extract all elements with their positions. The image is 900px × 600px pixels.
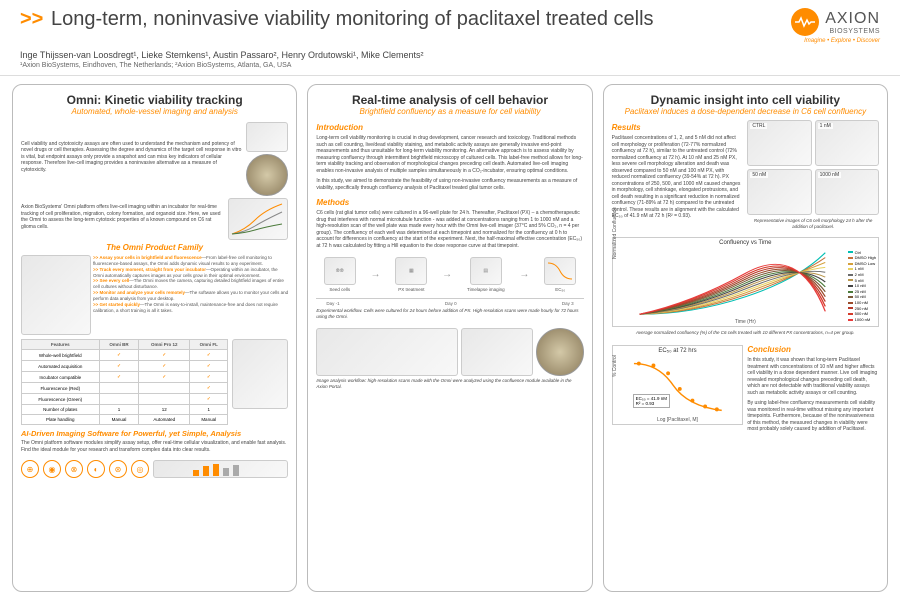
wf-label: Timelapse imaging — [467, 287, 505, 292]
wf-label: Seed cells — [329, 287, 350, 292]
cell-1000nm: 1000 nM — [815, 169, 879, 215]
col3-sub: Paclitaxel induces a dose-dependent decr… — [612, 107, 879, 116]
module-icon: ◉ — [43, 460, 61, 478]
seed-img: ⦾⦾ — [324, 257, 356, 285]
logo-sub: BIOSYSTEMS — [825, 28, 880, 35]
module-icon: ◎ — [131, 460, 149, 478]
tl-label: Day 3 — [562, 301, 574, 306]
intro1: Long-term cell viability monitoring is c… — [316, 135, 583, 174]
col1-p1: Cell viability and cytotoxicity assays a… — [21, 141, 242, 174]
arrow-icon: → — [371, 269, 381, 280]
ec50-img — [544, 257, 576, 285]
module-icon: ⊗ — [65, 460, 83, 478]
col1-title: Omni: Kinetic viability tracking — [21, 93, 288, 107]
concl-h: Conclusion — [747, 345, 879, 354]
affiliations: ¹Axion BioSystems, Eindhoven, The Nether… — [20, 62, 880, 69]
bar-chart-img — [153, 460, 288, 478]
col-realtime: Real-time analysis of cell behavior Brig… — [307, 84, 592, 592]
col1-sub: Automated, whole-vessel imaging and anal… — [21, 107, 288, 116]
treat-img: ▦ — [395, 257, 427, 285]
concl2: By using label-free confluency measureme… — [747, 400, 879, 433]
logo-icon — [791, 8, 819, 36]
arrow-icon: → — [442, 269, 452, 280]
col3-title: Dynamic insight into cell viability — [612, 93, 879, 107]
methods-h: Methods — [316, 198, 583, 207]
results-text: Paclitaxel concentrations of 1, 2, and 5… — [612, 135, 744, 220]
well-zoom-img — [246, 154, 288, 196]
arrow-icon: → — [519, 269, 529, 280]
methods: C6 cells (rat glial tumor cells) were cu… — [316, 210, 583, 249]
features-list: >> Assay your cells in brightfield and f… — [93, 255, 288, 335]
poster: >> Long-term, noninvasive viability moni… — [0, 0, 900, 600]
results-h: Results — [612, 123, 744, 132]
r2-value: R² = 0.93 — [636, 401, 667, 406]
header: >> Long-term, noninvasive viability moni… — [0, 0, 900, 76]
logo-tagline: Imagine • Explore • Discover — [750, 38, 880, 44]
confluency-chart: Confluency vs Time Normalized Confluence… — [612, 237, 879, 327]
authors: Inge Thijssen-van Loosdregt¹, Lieke Stem… — [20, 50, 880, 60]
intro2: In this study, we aimed to demonstrate t… — [316, 178, 583, 191]
logo: AXION BIOSYSTEMS Imagine • Explore • Dis… — [750, 8, 880, 44]
chevron-icon: >> — [20, 8, 43, 30]
morphology-grid: CTRL 1 nM 50 nM 1000 nM — [747, 120, 879, 215]
cell-1nm: 1 nM — [815, 120, 879, 166]
timelapse-img: ▤ — [470, 257, 502, 285]
concl1: In this study, it was shown that long-te… — [747, 357, 879, 396]
ai-title: AI-Driven Imaging Software for Powerful,… — [21, 429, 288, 438]
columns: Omni: Kinetic viability tracking Automat… — [0, 76, 900, 600]
img-caption: Representative images of C6 cell morphol… — [747, 218, 879, 230]
wf-label: PX treatment — [398, 287, 424, 292]
chart1-caption: Average normalized confluency (%) of the… — [612, 330, 879, 336]
features-table: FeaturesOmni BROmni Pro 12Omni FLWhole-w… — [21, 339, 228, 425]
module-icon: ◐ — [87, 460, 105, 478]
col-dynamic: Dynamic insight into cell viability Pacl… — [603, 84, 888, 592]
analysis-zoom-img — [461, 328, 533, 376]
wf-label: EC₅₀ — [555, 287, 565, 292]
growth-chart-img — [228, 198, 288, 240]
module-icon: ⊕ — [21, 460, 39, 478]
col2-title: Real-time analysis of cell behavior — [316, 93, 583, 107]
incubator-img — [232, 339, 288, 409]
chart1-legend: CtrlDMSO HighDMSO Low1 nM2 nM5 nM10 nM25… — [848, 250, 876, 323]
omni-device-img — [21, 255, 91, 335]
logo-name: AXION — [825, 10, 880, 28]
timeline: Day -1 Day 0 Day 3 — [316, 298, 583, 308]
caption2: Image analysis workflow: high-resolution… — [316, 378, 583, 390]
tl-label: Day 0 — [445, 301, 457, 306]
ai-text: The Omni platform software modules simpl… — [21, 440, 288, 453]
workflow: ⦾⦾ Seed cells → ▦ PX treatment → ▤ Timelaps… — [316, 257, 583, 292]
tl-label: Day -1 — [326, 301, 339, 306]
ec50-chart: EC₅₀ at 72 hrs % Control Log [Paclitaxel… — [612, 345, 744, 425]
col-omni: Omni: Kinetic viability tracking Automat… — [12, 84, 297, 592]
wellplate-img — [246, 122, 288, 152]
col1-p2: Axion BioSystems' Omni platform offers l… — [21, 204, 224, 230]
intro-h: Introduction — [316, 123, 583, 132]
col2-sub: Brightfield confluency as a measure for … — [316, 107, 583, 116]
cell-50nm: 50 nM — [747, 169, 811, 215]
plate-scan-img — [316, 328, 458, 376]
cell-circle-img — [536, 328, 584, 376]
module-icon: ⊛ — [109, 460, 127, 478]
cell-ctrl: CTRL — [747, 120, 811, 166]
caption1: Experimental workflow. Cells were cultur… — [316, 308, 583, 320]
main-title: Long-term, noninvasive viability monitor… — [51, 8, 654, 30]
software-icons: ⊕ ◉ ⊗ ◐ ⊛ ◎ — [21, 460, 288, 478]
family-heading: The Omni Product Family — [21, 243, 288, 252]
